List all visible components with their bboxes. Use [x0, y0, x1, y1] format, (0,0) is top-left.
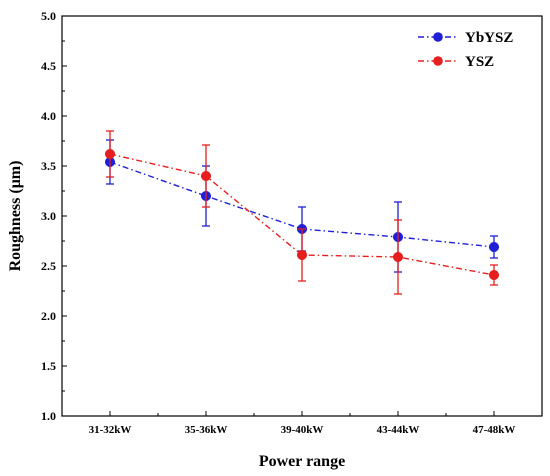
y-tick-label: 1.5 — [41, 359, 56, 373]
data-point-ysz — [296, 249, 308, 261]
x-tick-label: 31-32kW — [89, 424, 132, 436]
y-tick-label: 1.0 — [41, 409, 56, 423]
y-tick-label: 4.0 — [41, 109, 56, 123]
series-line-ysz — [109, 153, 495, 276]
x-axis-title: Power range — [259, 453, 345, 470]
series-layer — [104, 130, 500, 295]
x-tick-label: 47-48kW — [473, 424, 516, 436]
legend-label-ybysz: YbYSZ — [465, 30, 513, 46]
data-point-ysz — [488, 269, 500, 281]
axis-ticks: 1.0 1.5 2.0 2.5 3.0 3.5 4.0 4.5 5.0 31-32kW 35-36k… — [41, 9, 543, 436]
x-tick-label: 35-36kW — [185, 424, 228, 436]
legend: YbYSZ YSZ — [418, 30, 513, 70]
legend-item-ybysz: YbYSZ — [418, 30, 513, 46]
y-tick-label: 3.0 — [41, 209, 56, 223]
y-tick-label: 2.5 — [41, 259, 56, 273]
y-tick-label: 4.5 — [41, 59, 56, 73]
y-tick-label: 3.5 — [41, 159, 56, 173]
data-point-ysz — [200, 170, 212, 182]
data-point-ysz — [392, 251, 404, 263]
y-axis-title: Roughness (μm) — [7, 161, 24, 272]
legend-marker-ybysz — [433, 32, 443, 42]
data-point-ysz — [104, 148, 116, 160]
legend-label-ysz: YSZ — [465, 54, 494, 70]
y-tick-label: 5.0 — [41, 9, 56, 23]
x-tick-label: 39-40kW — [281, 424, 324, 436]
legend-marker-ysz — [433, 56, 443, 66]
legend-item-ysz: YSZ — [418, 54, 494, 70]
x-tick-label: 43-44kW — [377, 424, 420, 436]
y-tick-label: 2.0 — [41, 309, 56, 323]
data-point-ybysz — [488, 241, 500, 253]
series-ysz — [104, 130, 500, 295]
